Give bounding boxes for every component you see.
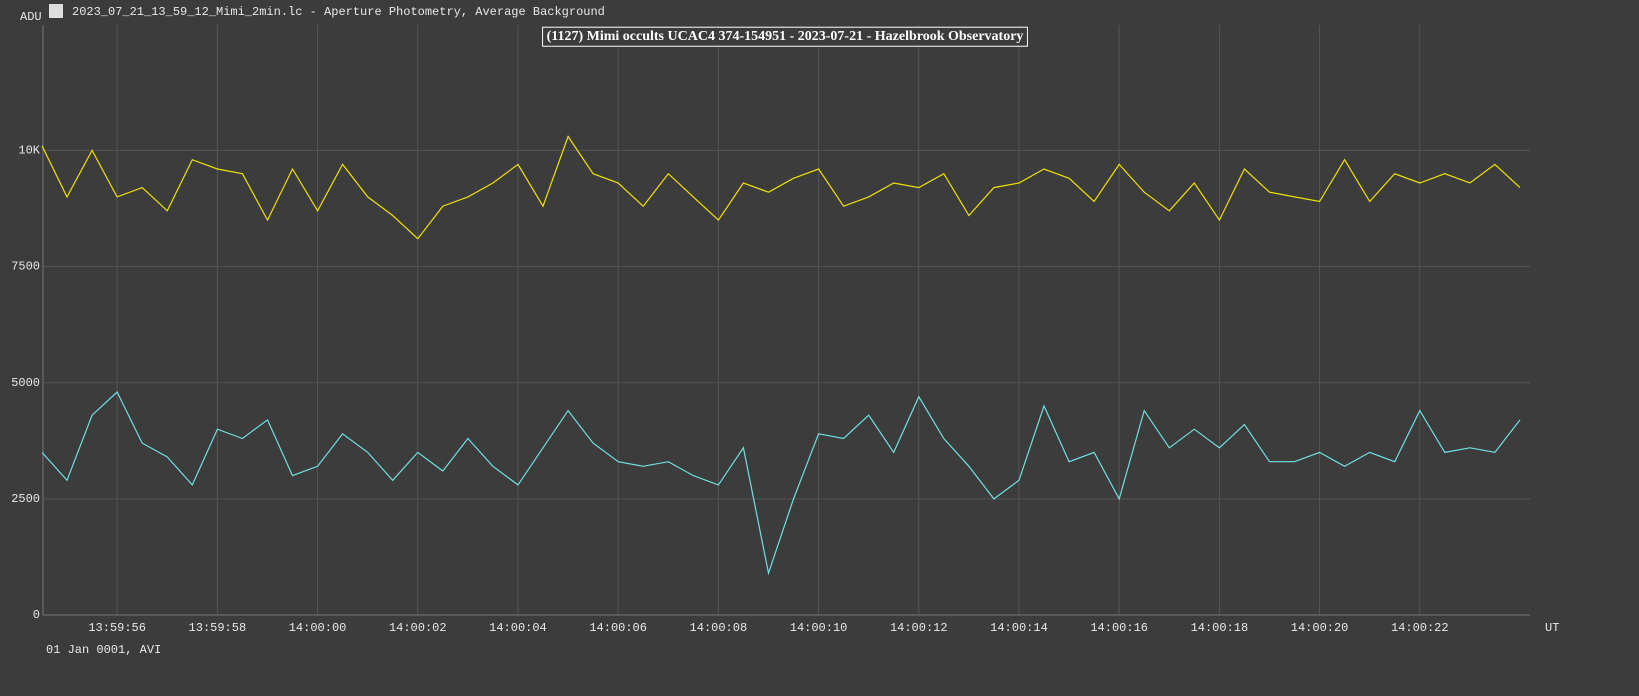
y-tick-label: 5000 [11,376,40,390]
window-title: 2023_07_21_13_59_12_Mimi_2min.lc - Apert… [72,5,605,19]
x-tick-label: 13:59:56 [88,621,146,635]
app-icon [49,4,63,18]
x-axis-label: UT [1545,621,1559,635]
title-box [542,26,1028,47]
x-tick-label: 14:00:08 [690,621,748,635]
footer: 01 Jan 0001, AVI [46,643,161,657]
light-curve [41,391,1521,576]
x-tick-label: 14:00:18 [1191,621,1249,635]
y-axis-label: ADU [20,10,42,24]
x-tick-label: 14:00:12 [890,621,948,635]
x-tick-label: 14:00:06 [589,621,647,635]
x-tick-label: 14:00:10 [790,621,848,635]
x-tick-label: 14:00:00 [289,621,347,635]
x-tick-label: 13:59:58 [189,621,247,635]
x-tick-label: 14:00:16 [1090,621,1148,635]
x-tick-label: 14:00:04 [489,621,547,635]
y-tick-label: 0 [33,608,40,622]
y-tick-label: 7500 [11,260,40,274]
chart-title: (1127) Mimi occults UCAC4 374-154951 - 2… [547,29,1024,44]
x-tick-label: 14:00:22 [1391,621,1449,635]
light-curve [41,135,1521,240]
x-tick-label: 14:00:02 [389,621,447,635]
y-tick-label: 2500 [11,492,40,506]
x-tick-label: 14:00:14 [990,621,1048,635]
x-tick-label: 14:00:20 [1291,621,1349,635]
y-tick-label: 10K [18,144,40,158]
